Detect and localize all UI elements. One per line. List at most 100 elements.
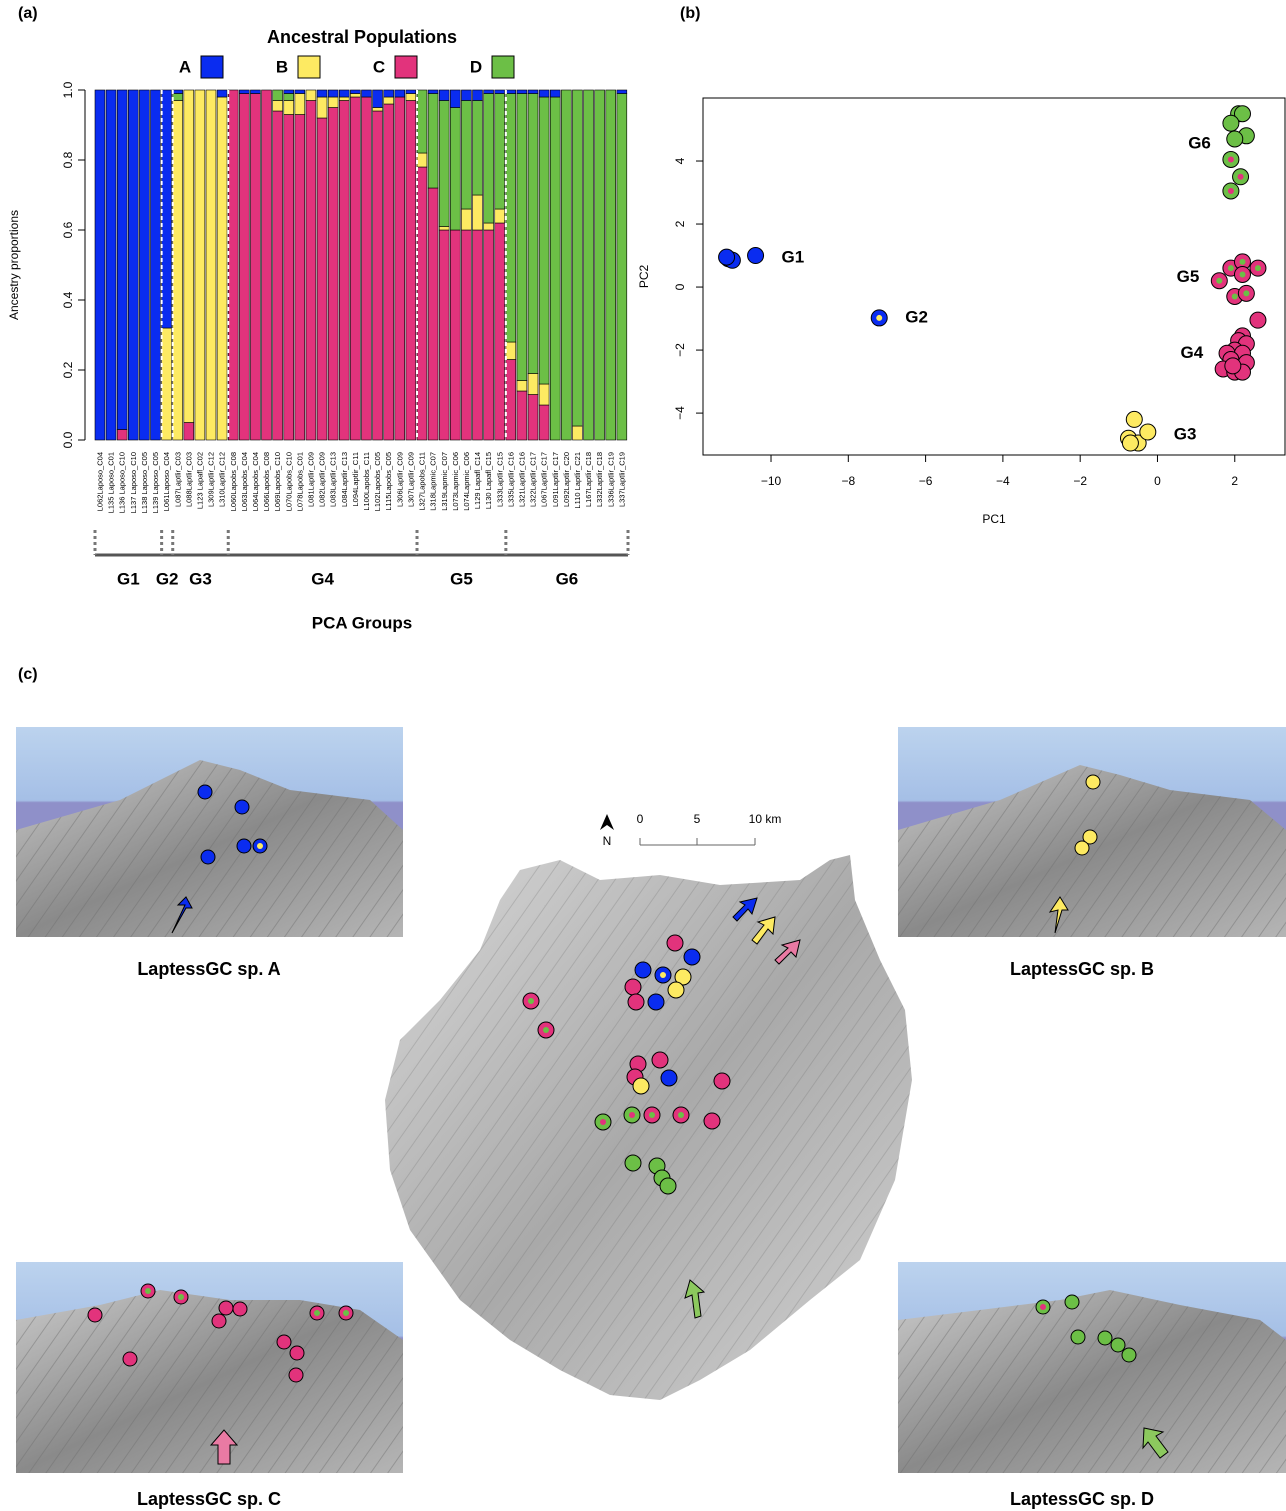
bar-segment xyxy=(528,395,538,441)
bar-segment xyxy=(473,101,483,196)
bar-segment xyxy=(284,90,294,94)
x-tick-label: L307Laptlir_C09 xyxy=(406,452,415,507)
y-axis-title: Ancestry proportions xyxy=(7,210,21,320)
group-label: G5 xyxy=(1177,267,1200,286)
bar-segment xyxy=(173,94,183,101)
bar-segment xyxy=(428,90,438,94)
bar-segment xyxy=(539,405,549,440)
bar-segment xyxy=(228,90,238,440)
bar-segment xyxy=(417,153,427,167)
bar-segment xyxy=(273,90,283,101)
x-axis-title: PCA Groups xyxy=(312,613,412,632)
bar-segment xyxy=(595,90,605,440)
scale-label: 10 km xyxy=(749,812,782,826)
x-tick-label: L336Laptlir_C19 xyxy=(606,452,615,507)
bar-segment xyxy=(528,90,538,94)
bar-segment xyxy=(395,97,405,440)
y-tick-label: 0.4 xyxy=(61,291,75,308)
x-tick-label: L318Lapmic_C07 xyxy=(429,452,438,511)
bar-segment xyxy=(350,94,360,98)
x-tick-label: L337Laptlir_C19 xyxy=(617,452,626,507)
x-tick-label: L333Laptlir_C15 xyxy=(495,452,504,507)
x-tick-label: L066Lapobs_C08 xyxy=(262,452,271,511)
x-tick-label: L335Laptlir_C16 xyxy=(506,452,515,507)
panel-label: (c) xyxy=(18,666,38,683)
bar-segment xyxy=(250,90,260,94)
x-tick-label: L069Lapobs_C10 xyxy=(273,452,282,511)
bar-segment xyxy=(384,104,394,440)
bar-segment xyxy=(195,90,205,440)
x-tick-label: L082Laptlir_C09 xyxy=(318,452,327,507)
legend-label: A xyxy=(179,57,191,76)
group-label: G2 xyxy=(156,569,179,588)
bar-segment xyxy=(273,111,283,440)
bar-segment xyxy=(162,90,172,328)
x-tick-label: L063Lapobs_C04 xyxy=(240,452,249,511)
bar-segment xyxy=(561,90,571,440)
x-axis-title: PC1 xyxy=(982,512,1006,526)
bar-segment xyxy=(284,101,294,115)
bar-segment xyxy=(295,90,305,94)
bar-segment xyxy=(306,101,316,441)
x-tick-label: −6 xyxy=(919,474,933,488)
bar-segment xyxy=(439,227,449,231)
bar-segment xyxy=(95,90,105,440)
y-axis-title: PC2 xyxy=(637,265,651,289)
x-tick-label: L094Laptlir_C11 xyxy=(351,452,360,507)
bar-segment xyxy=(373,108,383,112)
bar-segment xyxy=(273,101,283,112)
bar-segment xyxy=(406,94,416,101)
legend-swatch xyxy=(395,56,417,78)
x-tick-label: L322Laptlir_C17 xyxy=(529,452,538,507)
bar-segment xyxy=(151,90,161,440)
x-tick-label: L070Lapobs_C10 xyxy=(284,452,293,511)
bar-segment xyxy=(362,97,372,440)
bar-segment xyxy=(128,90,138,440)
legend-label: C xyxy=(373,57,385,76)
bar-segment xyxy=(295,115,305,441)
x-tick-label: L064Lapobs_C04 xyxy=(251,452,260,511)
y-tick-label: 0.2 xyxy=(61,361,75,378)
x-tick-label: L100Lapobs_C11 xyxy=(362,452,371,511)
bar-segment xyxy=(284,94,294,101)
x-tick-label: L087Laptlir_C03 xyxy=(173,452,182,507)
bar-segment xyxy=(317,97,327,118)
bar-segment xyxy=(162,328,172,440)
bar-segment xyxy=(117,90,127,430)
bar-segment xyxy=(328,108,338,441)
group-label: G3 xyxy=(189,569,212,588)
y-tick-label: 0 xyxy=(673,283,687,290)
bar-segment xyxy=(550,90,560,97)
bar-segment xyxy=(506,360,516,441)
point-center xyxy=(1228,265,1234,271)
x-tick-label: L061Laposo_C04 xyxy=(162,452,171,511)
point xyxy=(1126,411,1142,427)
bar-segment xyxy=(506,342,516,360)
bar-segment xyxy=(362,90,372,97)
bar-segment xyxy=(328,97,338,108)
x-tick-label: L309Laptlir_C12 xyxy=(207,452,216,507)
figure: (a) (b) (c) Ancestral PopulationsABCD0.0… xyxy=(0,0,1286,1511)
bar-segment xyxy=(539,97,549,384)
y-tick-label: 0.8 xyxy=(61,151,75,168)
bar-segment xyxy=(461,90,471,101)
bar-segment xyxy=(117,430,127,441)
bar-segment xyxy=(417,167,427,440)
x-tick-label: L135 Laposo_C01 xyxy=(107,452,116,513)
bar-segment xyxy=(617,90,627,94)
x-tick-label: L138 Laposo_C05 xyxy=(140,452,149,513)
bar-segment xyxy=(506,94,516,343)
x-tick-label: L115Lapobs_C05 xyxy=(384,452,393,511)
bar-segment xyxy=(461,101,471,210)
bar-segment xyxy=(584,90,594,440)
bar-segment xyxy=(517,391,527,440)
bar-segment xyxy=(328,90,338,97)
bar-segment xyxy=(506,90,516,94)
island-map: N 0 5 10 km xyxy=(385,812,912,1400)
bar-segment xyxy=(295,94,305,115)
point-center xyxy=(1239,271,1245,277)
bar-segment xyxy=(473,90,483,101)
y-tick-label: 4 xyxy=(673,157,687,164)
x-tick-label: L130 Lapafl_C15 xyxy=(484,452,493,509)
pca-plot: −10−8−6−4−202−4−2024PC1PC2G1G2G3G4G5G6 xyxy=(637,98,1285,526)
